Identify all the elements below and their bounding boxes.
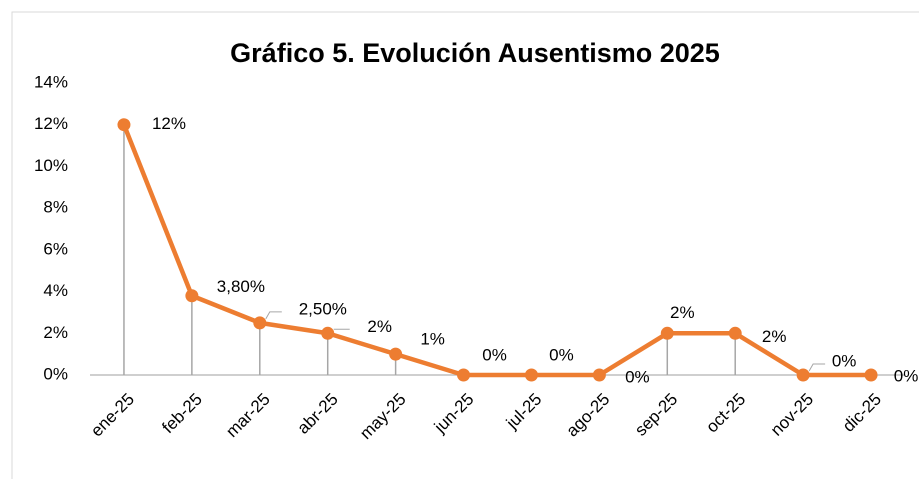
chart-title: Gráfico 5. Evolución Ausentismo 2025 <box>230 38 720 68</box>
data-label: 2% <box>762 327 787 346</box>
x-tick-label: dic-25 <box>839 390 885 436</box>
y-tick-label: 6% <box>43 239 68 258</box>
x-tick-label: sep-25 <box>631 390 681 440</box>
x-tick-label: abr-25 <box>294 390 342 438</box>
point <box>253 316 267 330</box>
data-label: 2,50% <box>299 299 347 318</box>
point <box>864 368 878 382</box>
data-label: 0% <box>625 367 650 386</box>
x-tick-label: may-25 <box>356 390 410 444</box>
y-tick-label: 4% <box>43 281 68 300</box>
leader-line <box>808 363 826 372</box>
x-tick-label: oct-25 <box>702 390 749 437</box>
x-tick-label: jun-25 <box>430 390 478 438</box>
x-tick-label: nov-25 <box>767 390 817 440</box>
point <box>321 326 335 340</box>
point <box>457 368 471 382</box>
line <box>121 123 872 378</box>
data-label: 1% <box>420 330 445 349</box>
data-label: 2% <box>670 303 695 322</box>
y-tick-label: 0% <box>43 364 68 383</box>
point <box>796 368 810 382</box>
point <box>185 289 199 303</box>
y-tick-label: 14% <box>34 72 68 91</box>
point <box>660 326 674 340</box>
data-label: 0% <box>482 345 507 364</box>
point <box>389 347 403 361</box>
data-label: 0% <box>832 351 857 370</box>
point <box>728 326 742 340</box>
point <box>592 368 606 382</box>
point <box>117 118 131 132</box>
x-tick-label: ago-25 <box>563 390 614 441</box>
y-tick-label: 8% <box>43 198 68 217</box>
x-tick-label: jul-25 <box>502 390 546 434</box>
data-label: 2% <box>367 317 392 336</box>
data-label: 0% <box>549 345 574 364</box>
chart-frame <box>11 11 919 479</box>
leader-line <box>265 311 282 320</box>
y-tick-label: 12% <box>34 114 68 133</box>
y-tick-label: 2% <box>43 323 68 342</box>
x-tick-label: ene-25 <box>87 390 138 441</box>
y-tick-label: 10% <box>34 156 68 175</box>
x-tick-label: mar-25 <box>222 390 274 442</box>
data-label: 12% <box>152 114 186 133</box>
point <box>524 368 538 382</box>
data-label: 3,80% <box>217 277 265 296</box>
x-tick-label: feb-25 <box>158 390 206 438</box>
data-label: 0% <box>894 366 919 385</box>
